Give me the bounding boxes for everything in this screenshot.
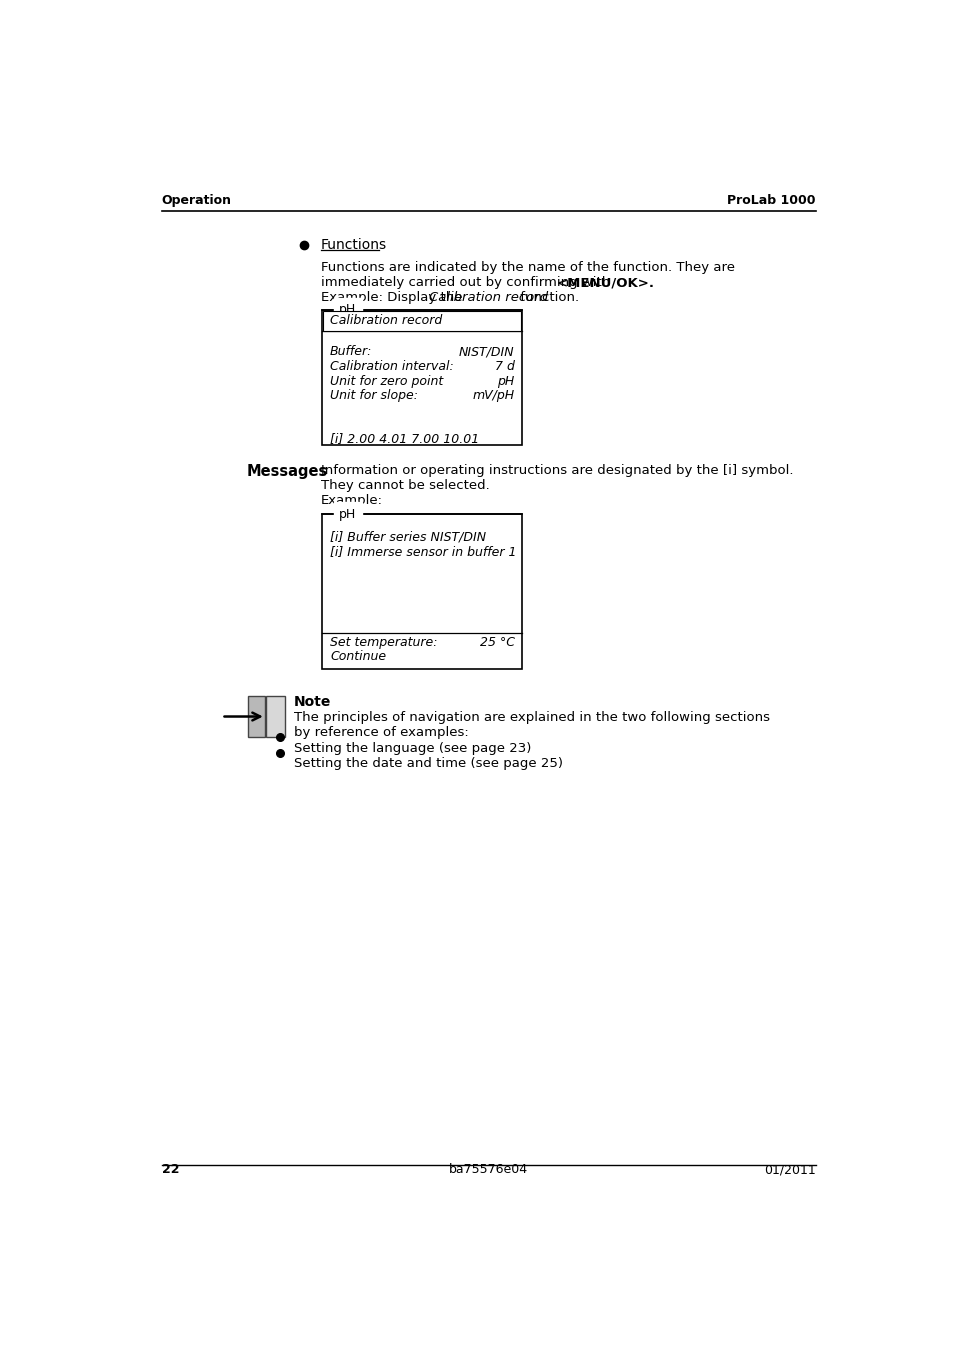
Text: Calibration record: Calibration record — [330, 315, 442, 327]
Text: function.: function. — [516, 290, 578, 304]
Text: ba75576e04: ba75576e04 — [449, 1163, 528, 1177]
Text: [i] Immerse sensor in buffer 1: [i] Immerse sensor in buffer 1 — [330, 544, 516, 558]
Text: pH: pH — [339, 304, 356, 316]
Bar — [322, 309, 521, 446]
Text: Setting the date and time (see page 25): Setting the date and time (see page 25) — [294, 758, 562, 770]
Bar — [266, 697, 285, 736]
Text: immediately carried out by confirming with: immediately carried out by confirming wi… — [320, 276, 614, 289]
Bar — [323, 311, 521, 331]
Text: mV/pH: mV/pH — [472, 389, 514, 403]
Text: They cannot be selected.: They cannot be selected. — [320, 480, 489, 492]
Text: [i] 2.00 4.01 7.00 10.01: [i] 2.00 4.01 7.00 10.01 — [330, 431, 478, 444]
Text: 01/2011: 01/2011 — [763, 1163, 815, 1177]
Text: Messages: Messages — [247, 463, 328, 480]
Text: pH: pH — [497, 374, 514, 388]
Text: Unit for zero point: Unit for zero point — [330, 374, 443, 388]
Text: Buffer:: Buffer: — [330, 346, 372, 358]
Text: Example:: Example: — [320, 494, 382, 507]
Text: Operation: Operation — [162, 195, 232, 208]
Text: pH: pH — [339, 508, 356, 520]
Text: Unit for slope:: Unit for slope: — [330, 389, 417, 403]
Text: The principles of navigation are explained in the two following sections: The principles of navigation are explain… — [294, 711, 769, 724]
Text: Information or operating instructions are designated by the [i] symbol.: Information or operating instructions ar… — [320, 463, 792, 477]
Bar — [248, 697, 265, 736]
Text: Calibration interval:: Calibration interval: — [330, 359, 454, 373]
Text: Calibration record: Calibration record — [429, 290, 548, 304]
Text: Setting the language (see page 23): Setting the language (see page 23) — [294, 742, 531, 755]
Text: <MENU/OK>.: <MENU/OK>. — [557, 276, 655, 289]
Text: Note: Note — [294, 694, 331, 709]
Text: Functions are indicated by the name of the function. They are: Functions are indicated by the name of t… — [320, 261, 734, 274]
Text: Functions: Functions — [320, 238, 387, 253]
Text: NIST/DIN: NIST/DIN — [458, 346, 514, 358]
Text: 22: 22 — [162, 1163, 179, 1177]
Bar — [322, 513, 521, 669]
Text: [i] Buffer series NIST/DIN: [i] Buffer series NIST/DIN — [330, 530, 486, 543]
FancyArrowPatch shape — [224, 712, 260, 720]
Text: ProLab 1000: ProLab 1000 — [727, 195, 815, 208]
Text: Continue: Continue — [330, 650, 386, 663]
Text: Example: Display the: Example: Display the — [320, 290, 466, 304]
Text: by reference of examples:: by reference of examples: — [294, 725, 468, 739]
Text: Set temperature:: Set temperature: — [330, 636, 437, 648]
Text: 25 °C: 25 °C — [479, 636, 514, 648]
Text: 7 d: 7 d — [494, 359, 514, 373]
